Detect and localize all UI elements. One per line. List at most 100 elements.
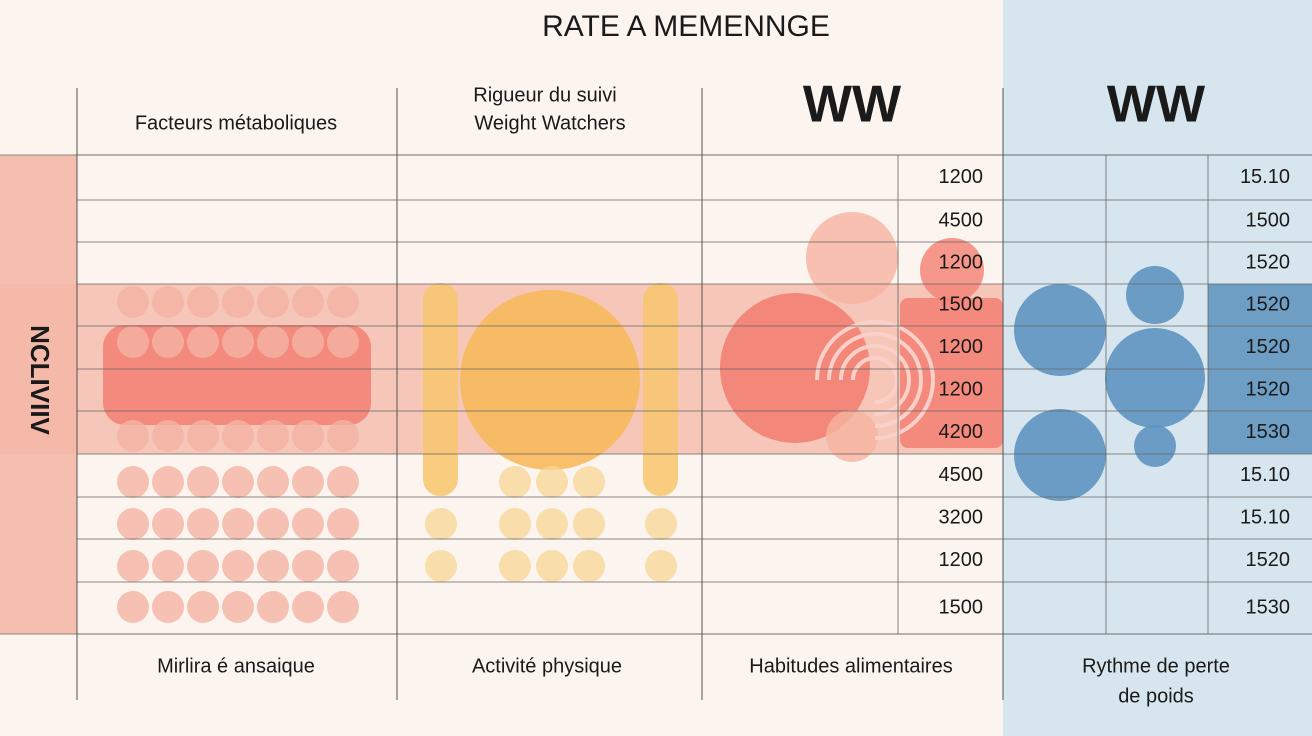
yellow-dot [645,550,677,582]
pink-dot [187,550,219,582]
pink-dot [152,286,184,318]
pink-dot [327,508,359,540]
pink-dot [152,466,184,498]
decoration [103,212,1205,623]
footer: Activité physique [472,655,622,677]
pink-dot [222,466,254,498]
side-label: NCLIVIIV [25,325,55,435]
red-circle [920,238,984,302]
ring [851,356,899,404]
cell: 4500 [939,464,984,486]
pink-dot [292,286,324,318]
yellow-dot [499,550,531,582]
blue-circle [1134,425,1176,467]
pink-dot [152,550,184,582]
pink-dot [257,550,289,582]
ring [839,344,911,416]
pink-dot [257,466,289,498]
footer: Mirlira é ansaique [157,655,315,677]
pink-dot [257,591,289,623]
pink-dot [117,420,149,452]
pink-dot [222,286,254,318]
pink-dot [187,508,219,540]
yellow-dot [645,508,677,540]
pink-dot [292,508,324,540]
cell: 15.10 [1240,166,1290,188]
pink-dot [292,326,324,358]
header-logo: WW [803,76,902,134]
pink-dot [222,508,254,540]
yellow-dot [573,508,605,540]
cell: 1530 [1246,596,1291,618]
pink-dot [327,550,359,582]
red-circle [806,212,898,304]
cell: 15.10 [1240,506,1290,528]
pink-dot [222,326,254,358]
pink-dot [257,286,289,318]
pink-dot [152,326,184,358]
cell: 1520 [1246,251,1291,273]
pink-dot [222,550,254,582]
pink-dot [327,420,359,452]
pink-dot [257,326,289,358]
pink-dot [292,420,324,452]
red-circle [826,410,878,462]
yellow-dot [499,466,531,498]
pink-dot [187,420,219,452]
pink-dot [187,466,219,498]
pink-dot [292,550,324,582]
pink-dot [222,591,254,623]
cell: 1520 [1246,378,1291,400]
cell: 1500 [939,596,984,618]
yellow-dot [425,550,457,582]
pink-dot [327,286,359,318]
pink-dot [152,591,184,623]
cell: 1200 [939,378,984,400]
header-logo: WW [1107,76,1206,134]
pink-dot [292,466,324,498]
blue-circle [1126,266,1184,324]
yellow-dot [573,466,605,498]
pink-dot [117,326,149,358]
ring [827,332,923,428]
cell: 1200 [939,166,984,188]
yellow-bar [423,283,458,496]
pink-dot [152,508,184,540]
pink-dot [327,466,359,498]
cell: 4200 [939,421,984,443]
blue-circle [1014,409,1106,501]
pink-dot [117,466,149,498]
pink-dot [117,286,149,318]
pink-dot [327,591,359,623]
cell: 1520 [1246,293,1291,315]
yellow-dot [499,508,531,540]
red-circle [720,293,870,443]
pink-dot [327,326,359,358]
header: Weight Watchers [474,112,625,134]
pink-dot [117,550,149,582]
yellow-dot [573,550,605,582]
cell: 1500 [1246,209,1291,231]
pink-dot [117,508,149,540]
header: Rigueur du suivi [473,84,616,106]
cell: 1520 [1246,549,1291,571]
pink-dot [152,420,184,452]
title: RATE A MEMENNGE [542,10,830,43]
pink-dot [257,508,289,540]
yellow-bar [643,283,678,496]
yellow-dot [536,466,568,498]
yellow-dot [536,550,568,582]
cell: 3200 [939,506,984,528]
cell: 1530 [1246,421,1291,443]
yellow-circle [460,290,640,470]
footer: Habitudes alimentaires [749,655,952,677]
pink-dot [187,286,219,318]
cell: 1200 [939,251,984,273]
yellow-dot [536,508,568,540]
cell: 1200 [939,336,984,358]
pink-dot [187,591,219,623]
yellow-dot [425,508,457,540]
cell: 1520 [1246,336,1291,358]
blue-circle [1105,328,1205,428]
